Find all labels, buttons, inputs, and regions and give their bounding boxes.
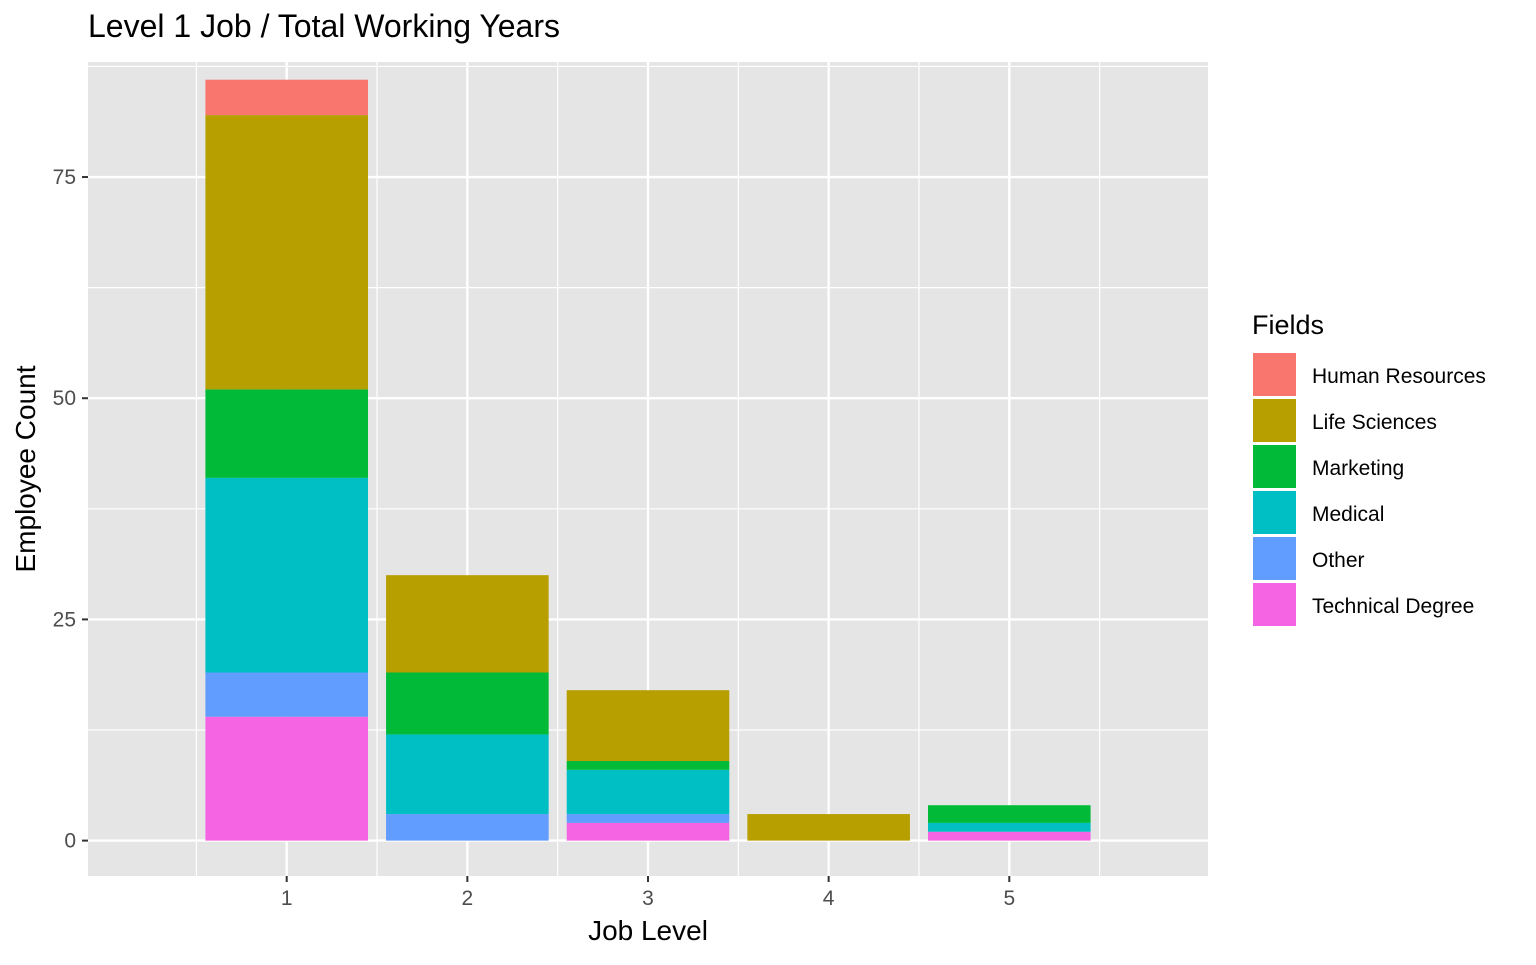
legend: Fields Human Resources Life Sciences Marke… (1252, 310, 1486, 626)
y-tick-label: 0 (64, 830, 76, 853)
bar-segment (928, 831, 1091, 841)
bar-segment (205, 115, 368, 390)
bar-segment (928, 822, 1091, 832)
bar-segment (386, 672, 549, 735)
x-tick-label: 4 (823, 887, 835, 910)
legend-label: Marketing (1312, 457, 1404, 480)
bar-segment (566, 769, 730, 815)
y-tick-label: 25 (53, 608, 76, 631)
bar-segment (386, 734, 549, 815)
bar-segment (566, 690, 730, 761)
bar-segment (566, 814, 730, 823)
legend-label: Human Resources (1312, 365, 1486, 388)
bar-segment (566, 822, 730, 841)
bar-segment (386, 814, 549, 841)
y-axis-label: Employee Count (10, 365, 41, 572)
legend-title: Fields (1252, 310, 1324, 340)
x-axis-label: Job Level (588, 915, 708, 946)
x-tick-label: 3 (642, 887, 654, 910)
bar-segment (205, 672, 368, 717)
y-axis: 0 25 50 75 (53, 166, 88, 853)
bar-segment (386, 575, 549, 673)
legend-label: Life Sciences (1312, 411, 1437, 434)
bar-segment (566, 760, 730, 770)
y-tick-label: 50 (53, 387, 76, 410)
x-tick-label: 2 (462, 887, 474, 910)
x-tick-label: 1 (281, 887, 293, 910)
bar-segment (205, 716, 368, 841)
legend-swatch (1253, 353, 1296, 396)
legend-swatch (1253, 445, 1296, 488)
bar-segment (205, 389, 368, 478)
legend-swatch (1253, 399, 1296, 442)
legend-swatch (1253, 491, 1296, 534)
bar-segment (205, 79, 368, 116)
legend-swatch (1253, 537, 1296, 580)
legend-swatch (1253, 583, 1296, 626)
legend-label: Other (1312, 549, 1365, 572)
x-tick-label: 5 (1003, 887, 1015, 910)
legend-label: Technical Degree (1312, 595, 1474, 618)
bar-segment (205, 477, 368, 673)
x-axis: 1 2 3 4 5 (281, 876, 1015, 910)
y-tick-label: 75 (53, 166, 76, 189)
chart-title: Level 1 Job / Total Working Years (88, 8, 560, 44)
bar-segment (928, 805, 1091, 823)
legend-label: Medical (1312, 503, 1384, 526)
bar-segment (747, 814, 910, 841)
bars (205, 79, 1091, 841)
